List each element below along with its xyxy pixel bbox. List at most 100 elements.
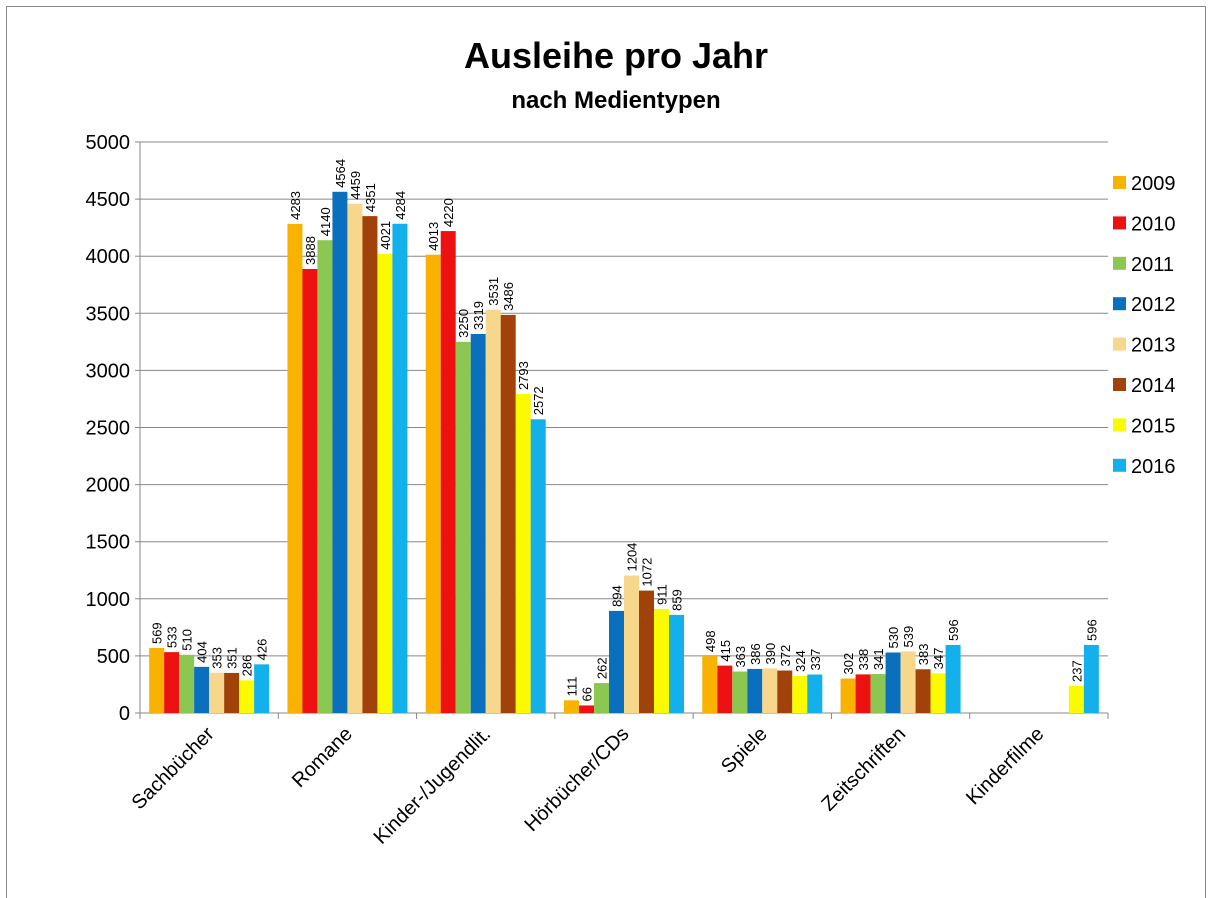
data-label: 390: [763, 643, 778, 665]
data-label: 894: [610, 585, 625, 607]
y-tick-label: 4000: [86, 246, 131, 268]
y-tick-label: 0: [119, 703, 130, 725]
bar: [792, 675, 808, 713]
legend-label: 2009: [1131, 173, 1176, 195]
bar: [425, 254, 441, 713]
data-label: 363: [733, 646, 748, 668]
bar: [654, 608, 669, 713]
legend-label: 2014: [1131, 375, 1176, 397]
data-label: 386: [748, 643, 763, 665]
bar: [317, 240, 333, 713]
bar: [900, 651, 916, 713]
bar: [855, 674, 871, 713]
bar: [840, 678, 856, 713]
bar: [762, 668, 778, 713]
legend-label: 2016: [1131, 456, 1176, 478]
y-tick-label: 500: [97, 646, 130, 668]
legend-swatch: [1113, 176, 1126, 189]
legend-label: 2012: [1131, 294, 1176, 316]
bar: [440, 231, 456, 714]
y-tick-label: 1500: [86, 532, 131, 554]
data-label: 498: [703, 630, 718, 652]
legend-swatch: [1113, 418, 1126, 432]
bar: [579, 705, 594, 713]
y-tick-label: 5000: [86, 132, 131, 154]
legend-label: 2015: [1131, 415, 1176, 437]
bar: [1068, 685, 1084, 713]
y-tick-label: 1000: [86, 589, 131, 611]
bar: [609, 610, 624, 713]
data-label: 337: [808, 649, 823, 671]
legend-swatch: [1113, 378, 1126, 391]
bar: [470, 333, 486, 713]
data-label: 2572: [531, 386, 546, 415]
data-label: 3531: [486, 277, 501, 306]
bar: [639, 590, 654, 713]
bar: [717, 665, 733, 713]
y-tick-label: 3000: [86, 360, 131, 382]
bar: [732, 671, 748, 713]
bar: [777, 670, 793, 713]
chart-title: Ausleihe pro Jahr: [464, 35, 768, 76]
data-label: 351: [225, 647, 240, 669]
data-label: 911: [655, 584, 670, 605]
data-label: 569: [150, 622, 165, 644]
legend-swatch: [1113, 458, 1126, 472]
bar: [515, 394, 531, 713]
data-label: 4351: [363, 183, 378, 212]
data-label: 4564: [333, 159, 348, 188]
data-label: 530: [886, 627, 901, 649]
bar: [179, 654, 195, 713]
data-label: 237: [1069, 660, 1084, 682]
bar: [945, 644, 961, 713]
data-label: 3319: [471, 301, 486, 330]
data-label: 372: [778, 645, 793, 667]
bar: [594, 683, 609, 713]
bar: [747, 668, 763, 713]
bar: [669, 614, 684, 713]
data-label: 539: [901, 626, 916, 648]
bar: [239, 680, 255, 713]
legend-label: 2013: [1131, 335, 1176, 357]
bar: [702, 656, 718, 713]
bar: [377, 253, 393, 713]
bar: [485, 309, 501, 713]
bar: [455, 341, 471, 713]
data-label: 4459: [348, 171, 363, 200]
bar: [807, 674, 823, 713]
data-label: 596: [1084, 619, 1099, 641]
bar: [149, 648, 165, 713]
y-tick-label: 3500: [86, 303, 131, 325]
data-label: 3486: [501, 282, 516, 311]
bar: [224, 672, 240, 713]
data-label: 596: [946, 619, 961, 641]
bar: [930, 673, 946, 713]
bar: [530, 419, 546, 713]
legend-swatch: [1113, 297, 1126, 311]
data-label: 4021: [378, 221, 393, 250]
bar: [1083, 644, 1099, 713]
data-label: 66: [580, 687, 595, 701]
bar: [194, 666, 210, 713]
bar: [332, 191, 348, 713]
data-label: 404: [195, 641, 210, 663]
legend-swatch: [1113, 337, 1126, 351]
bar: [287, 223, 303, 713]
data-label: 4284: [393, 191, 408, 220]
data-label: 4013: [426, 222, 441, 251]
bar: [302, 268, 318, 713]
data-label: 338: [856, 649, 871, 671]
y-tick-label: 2000: [86, 475, 131, 497]
bar: [362, 216, 378, 714]
data-label: 4220: [441, 198, 456, 227]
data-label: 341: [871, 648, 886, 670]
data-label: 2793: [516, 361, 531, 390]
data-label: 286: [240, 655, 255, 677]
data-label: 324: [793, 650, 808, 672]
data-label: 262: [595, 657, 610, 679]
bar: [164, 652, 180, 713]
data-label: 302: [841, 653, 856, 675]
data-label: 347: [931, 648, 946, 670]
data-label: 3888: [303, 236, 318, 265]
